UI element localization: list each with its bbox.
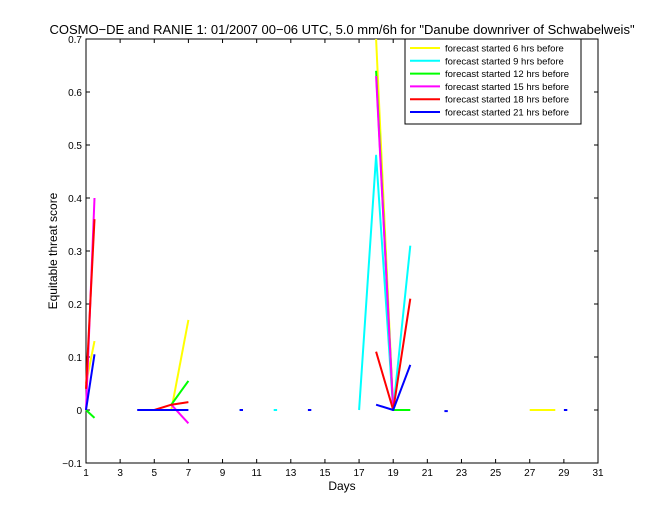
legend-entry: forecast started 9 hrs before [445,56,564,67]
series-line [85,219,96,389]
y-axis-label: Equitable threat score [46,192,60,309]
series-line [85,354,96,411]
y-tick-label: 0.2 [68,300,82,311]
x-tick-label: 25 [490,468,502,479]
x-tick-label: 3 [117,468,123,479]
series-line [375,76,395,411]
y-tick-label: 0.6 [68,88,82,99]
y-tick-label: 0 [76,406,82,417]
x-tick-label: 7 [186,468,192,479]
x-tick-label: 31 [592,468,604,479]
x-axis-label: Days [328,479,355,493]
y-tick-label: 0.7 [68,35,82,46]
x-tick-label: 23 [456,468,468,479]
x-tick-label: 21 [422,468,434,479]
legend-entry: forecast started 18 hrs before [445,95,569,106]
series-line [375,364,412,411]
x-tick-label: 15 [319,468,331,479]
x-tick-label: 5 [151,468,157,479]
series-line [154,401,189,411]
series-6 [85,354,568,413]
y-tick-label: 0.1 [68,353,82,364]
legend-entry: forecast started 6 hrs before [445,44,564,55]
x-tick-label: 1 [83,468,89,479]
x-tick-label: 27 [524,468,536,479]
series-line [170,380,190,406]
y-tick-label: −0.1 [62,459,82,470]
y-tick-label: 0.5 [68,141,82,152]
legend-entry: forecast started 21 hrs before [445,108,569,119]
y-axis: −0.1 0 0.1 0.2 0.3 0.4 0.5 0.6 0.7 [62,35,598,470]
chart-title: COSMO−DE and RANIE 1: 01/2007 00−06 UTC,… [49,22,635,37]
x-axis: 1 3 5 7 9 11 13 15 17 19 21 23 25 27 29 31 [83,39,604,479]
series-layer [85,38,568,424]
legend-entry: forecast started 15 hrs before [445,82,569,93]
x-tick-label: 29 [558,468,570,479]
y-tick-label: 0.3 [68,247,82,258]
x-tick-label: 9 [220,468,226,479]
x-tick-label: 11 [251,468,262,479]
legend-box [404,38,582,125]
x-tick-label: 19 [388,468,400,479]
series-line [170,319,190,411]
series-line [358,154,412,411]
series-line [170,404,190,424]
y-tick-label: 0.4 [68,194,82,205]
x-tick-label: 17 [354,468,366,479]
series-line [85,409,96,419]
x-tick-label: 13 [285,468,297,479]
legend-entry: forecast started 12 hrs before [445,69,569,80]
